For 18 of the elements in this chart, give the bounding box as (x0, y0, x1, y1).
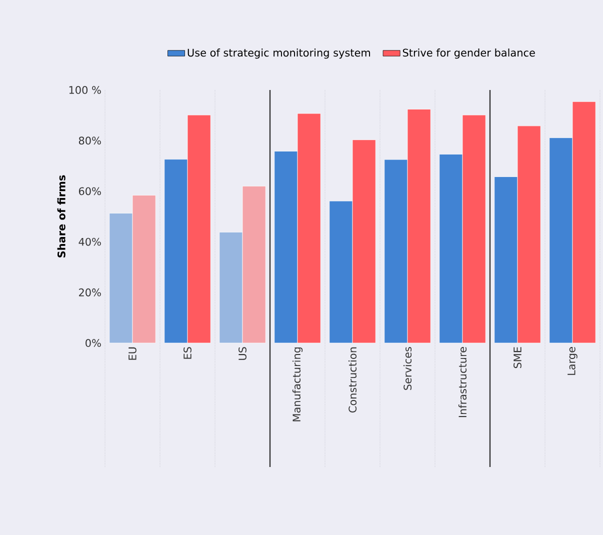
y-tick-label: 80% (78, 136, 101, 145)
x-tick-label: Manufacturing (292, 347, 303, 422)
y-axis-title: Share of firms (57, 175, 66, 258)
x-tick-label: EU (128, 347, 136, 360)
x-tick-label: US (238, 347, 246, 360)
x-tick-label: ES (184, 347, 192, 359)
x-tick-label: Large (568, 347, 578, 375)
y-tick-label: 60% (78, 187, 101, 196)
legend-label: Strive for gender balance (402, 48, 535, 59)
y-tick-label: 20% (79, 288, 101, 296)
x-tick-label: SME (514, 347, 522, 368)
y-tick-label: 0% (86, 339, 101, 347)
x-tick-label: Construction (348, 347, 357, 413)
legend-label: Use of strategic monitoring system (188, 48, 370, 59)
x-tick-label: Services (403, 347, 412, 390)
y-tick-label: 100 % (69, 86, 101, 94)
y-tick-label: 40% (78, 238, 101, 246)
x-tick-label: Infrastructure (458, 347, 467, 418)
